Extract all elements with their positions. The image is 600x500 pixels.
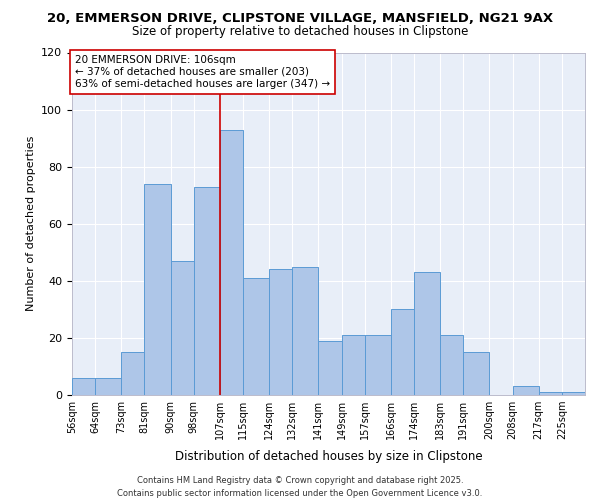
Bar [440, 335, 463, 395]
Bar [220, 130, 243, 395]
Bar [463, 352, 490, 395]
Bar [72, 378, 95, 395]
Bar [121, 352, 145, 395]
Bar [512, 386, 539, 395]
Bar [170, 261, 194, 395]
Bar [95, 378, 121, 395]
Y-axis label: Number of detached properties: Number of detached properties [26, 136, 35, 312]
Bar [414, 272, 440, 395]
Bar [194, 186, 220, 395]
Text: Size of property relative to detached houses in Clipstone: Size of property relative to detached ho… [132, 25, 468, 38]
Text: Contains HM Land Registry data © Crown copyright and database right 2025.
Contai: Contains HM Land Registry data © Crown c… [118, 476, 482, 498]
Bar [539, 392, 562, 395]
Bar [562, 392, 585, 395]
Bar [391, 310, 414, 395]
Bar [145, 184, 170, 395]
X-axis label: Distribution of detached houses by size in Clipstone: Distribution of detached houses by size … [175, 450, 482, 464]
Bar [243, 278, 269, 395]
Bar [269, 270, 292, 395]
Bar [341, 335, 365, 395]
Bar [319, 341, 341, 395]
Text: 20, EMMERSON DRIVE, CLIPSTONE VILLAGE, MANSFIELD, NG21 9AX: 20, EMMERSON DRIVE, CLIPSTONE VILLAGE, M… [47, 12, 553, 26]
Bar [292, 266, 319, 395]
Bar [365, 335, 391, 395]
Text: 20 EMMERSON DRIVE: 106sqm
← 37% of detached houses are smaller (203)
63% of semi: 20 EMMERSON DRIVE: 106sqm ← 37% of detac… [75, 56, 330, 88]
